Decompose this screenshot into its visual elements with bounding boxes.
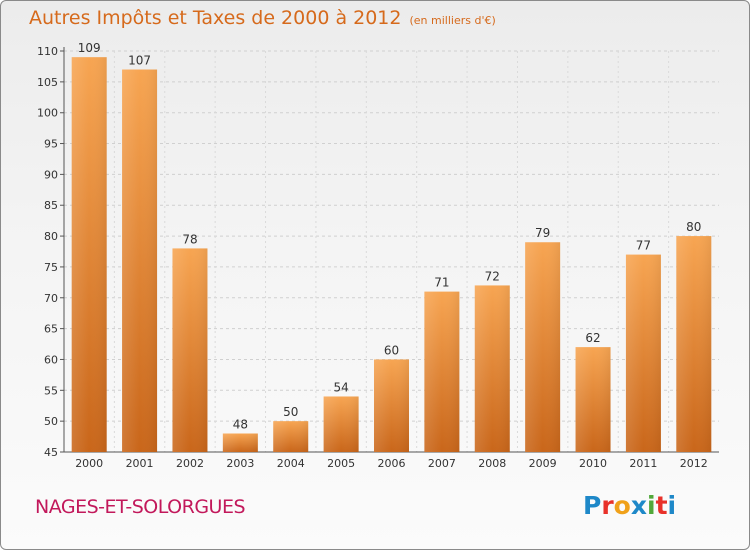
labels: 45 50 55 60 65 70 75 80 85 90 95 100 105 110 109 2000 10… <box>37 41 708 470</box>
data-label-2009: 79 <box>535 226 550 240</box>
y-tick-label: 70 <box>44 292 58 305</box>
bar-shade-2002 <box>172 248 208 452</box>
data-label-2004: 50 <box>283 405 298 419</box>
bar-shade-2000 <box>71 57 107 453</box>
x-tick-label: 2001 <box>126 457 154 470</box>
bar-shade-2008 <box>474 285 510 452</box>
y-tick-label: 95 <box>44 138 58 151</box>
bar-shade-2010 <box>575 347 611 452</box>
x-tick-label: 2005 <box>327 457 355 470</box>
y-tick-label: 55 <box>44 384 58 397</box>
x-tick-label: 2004 <box>277 457 305 470</box>
data-label-2010: 62 <box>585 331 600 345</box>
bars <box>71 57 712 453</box>
y-tick-label: 75 <box>44 261 58 274</box>
bar-shade-2004 <box>273 421 309 452</box>
y-tick-label: 80 <box>44 230 58 243</box>
bar-shade-2006 <box>374 359 409 452</box>
data-label-2000: 109 <box>78 41 101 55</box>
bar-shade-2009 <box>525 242 561 452</box>
y-tick-label: 50 <box>44 415 58 428</box>
data-label-2012: 80 <box>686 220 701 234</box>
data-label-2003: 48 <box>233 417 248 431</box>
y-tick-label: 110 <box>37 45 58 58</box>
x-tick-label: 2003 <box>226 457 254 470</box>
commune-name: NAGES-ET-SOLORGUES <box>35 496 246 518</box>
x-tick-label: 2010 <box>579 457 607 470</box>
data-label-2007: 71 <box>434 276 449 290</box>
data-label-2011: 77 <box>636 239 651 253</box>
bar-shade-2005 <box>323 396 359 452</box>
x-tick-label: 2011 <box>629 457 657 470</box>
y-tick-label: 85 <box>44 199 58 212</box>
data-label-2008: 72 <box>485 269 500 283</box>
data-label-2005: 54 <box>333 380 348 394</box>
bar-shade-2007 <box>424 291 460 452</box>
x-tick-label: 2006 <box>378 457 406 470</box>
x-tick-label: 2009 <box>529 457 557 470</box>
bar-shade-2011 <box>625 254 661 452</box>
y-tick-label: 60 <box>44 353 58 366</box>
data-label-2006: 60 <box>384 343 399 357</box>
chart-subtitle: (en milliers d'€) <box>409 14 496 27</box>
y-tick-label: 90 <box>44 168 58 181</box>
y-tick-label: 105 <box>37 76 58 89</box>
x-tick-label: 2002 <box>176 457 204 470</box>
x-tick-label: 2012 <box>680 457 708 470</box>
y-tick-label: 45 <box>44 446 58 459</box>
x-tick-label: 2008 <box>478 457 506 470</box>
data-label-2002: 78 <box>182 232 197 246</box>
y-tick-label: 65 <box>44 323 58 336</box>
chart-title: Autres Impôts et Taxes de 2000 à 2012 (en… <box>29 7 496 29</box>
data-label-2001: 107 <box>128 54 151 68</box>
bar-shade-2003 <box>222 433 258 452</box>
proxiti-logo[interactable]: Proxiti <box>583 491 677 520</box>
bar-shade-2001 <box>122 69 158 452</box>
x-tick-label: 2000 <box>75 457 103 470</box>
bar-shade-2012 <box>676 236 712 452</box>
x-tick-label: 2007 <box>428 457 456 470</box>
y-tick-label: 100 <box>37 107 58 120</box>
